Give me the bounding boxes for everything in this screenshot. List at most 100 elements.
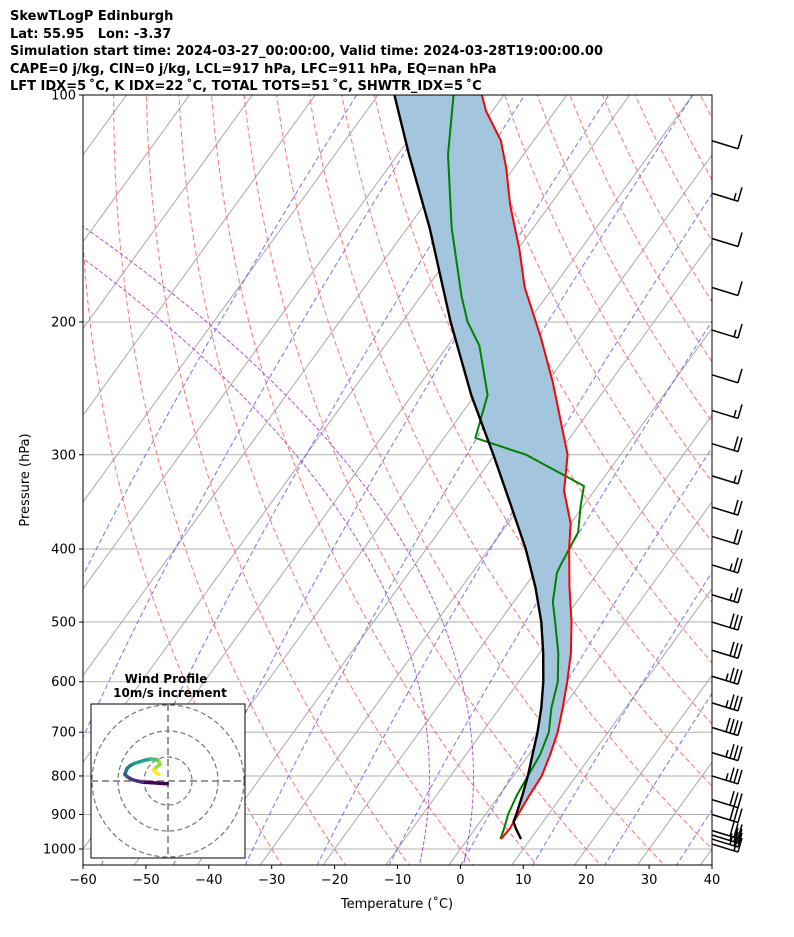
wind-barb-halfflag [733, 475, 737, 483]
wind-barb-flag [737, 187, 743, 202]
wind-barb-flag [737, 469, 743, 485]
wind-barb-flag [737, 832, 743, 848]
x-tick-label: −50 [132, 873, 159, 888]
chart-title: SkewTLogP Edinburgh [10, 9, 174, 24]
wind-barb [711, 404, 743, 420]
y-tick-label: 500 [51, 616, 76, 631]
dry-adiabat-line [145, 95, 410, 865]
wind-barb-flag [733, 587, 739, 602]
y-axis-title: Pressure (hPa) [18, 433, 33, 526]
isotherm-line [511, 587, 712, 865]
y-tick-label: 600 [51, 675, 76, 690]
wind-barb-flag [733, 499, 739, 515]
mixing-ratio-line [83, 95, 442, 739]
dry-adiabat-line [276, 95, 665, 865]
wind-barb-flag [737, 824, 743, 839]
wind-barb [711, 805, 743, 824]
x-tick-label: 40 [704, 873, 721, 888]
dry-adiabat-line [504, 95, 712, 483]
pressure-grid [83, 95, 712, 850]
wind-barb-flag [729, 694, 735, 709]
dry-adiabats [83, 60, 794, 880]
dry-adiabat-line [438, 95, 712, 603]
x-tick-label: −20 [321, 873, 348, 888]
wind-barb [711, 767, 743, 785]
wind-barb-flag [729, 718, 735, 734]
wind-barb-flag [737, 530, 743, 545]
wind-barb [711, 529, 743, 546]
wind-barb-flag [733, 695, 739, 710]
wind-barb-halfflag [729, 563, 733, 571]
y-tick-label: 300 [51, 448, 76, 463]
wind-barbs [711, 134, 743, 853]
isotherm-line [573, 674, 712, 865]
wind-barb [711, 641, 743, 659]
isotherm-line [83, 95, 442, 590]
wind-barb-flag [737, 837, 743, 853]
dry-adiabat-line [341, 95, 712, 787]
cape-cin-fill [394, 95, 572, 840]
wind-barb [711, 613, 743, 631]
isotherm-line [752, 60, 794, 880]
wind-barb-halfflag [725, 673, 729, 681]
wind-barb-flag [737, 323, 743, 339]
dewpoint-profile-line [447, 95, 585, 840]
y-tick-label: 1000 [43, 843, 76, 858]
y-tick-label: 900 [51, 808, 76, 823]
temperature-profile-line [480, 95, 573, 840]
wind-barb-halfflag [733, 192, 737, 201]
wind-barb-flag [737, 746, 743, 761]
cape-shading [394, 95, 572, 840]
hodograph-segment [154, 771, 161, 777]
index-label: LFT IDX=5 ˚C, K IDX=22 ˚C, TOTAL TOTS=51… [10, 79, 482, 94]
inset-subtitle: 10m/s increment [113, 686, 227, 700]
wind-barb-flag [737, 670, 743, 685]
cape-label: CAPE=0 j/kg, CIN=0 j/kg, LCL=917 hPa, LF… [10, 61, 497, 77]
wind-barb-flag [737, 588, 743, 603]
wind-barb-flag [729, 667, 735, 683]
x-tick-label: −40 [195, 873, 222, 888]
wind-barb-flag [729, 805, 735, 821]
wind-barb-flag [737, 368, 743, 383]
dry-adiabat-line [373, 95, 712, 725]
hodograph-ring [91, 704, 245, 858]
y-tick-label: 700 [51, 726, 76, 741]
wind-barb-halfflag [725, 749, 729, 758]
isotherm-line [83, 95, 316, 417]
dry-adiabat-line [778, 60, 794, 880]
moist-adiabat-line [83, 225, 474, 865]
dry-adiabat-line [308, 95, 712, 850]
isotherm-line [322, 327, 712, 865]
wind-barb [711, 821, 743, 840]
wind-barb-flag [737, 404, 743, 419]
y-tick-label: 400 [51, 542, 76, 557]
wind-barb-flag [737, 281, 743, 296]
mixing-ratio-line [316, 192, 712, 865]
wind-barb [711, 499, 743, 516]
wind-barb [711, 469, 743, 485]
wind-barb-flag [733, 642, 739, 658]
wind-barb-flag [733, 436, 739, 451]
y-tick-label: 200 [51, 315, 76, 330]
wind-barb-flag [737, 828, 743, 844]
isotherm-line [196, 154, 712, 865]
wind-barb-flag [733, 529, 739, 544]
wind-barb [711, 323, 743, 339]
wind-barb [711, 694, 743, 712]
mixing-ratio-line [83, 95, 358, 577]
wind-barb [711, 134, 743, 150]
dry-adiabat-line [243, 95, 602, 865]
x-tick-label: −30 [258, 873, 285, 888]
location-label: Lat: 55.95 Lon: -3.37 [10, 26, 172, 42]
inset-title: Wind Profile [125, 672, 208, 686]
dry-adiabat-line [471, 95, 712, 543]
wind-barb-flag [737, 808, 743, 823]
wind-barb-flag [733, 827, 739, 842]
wind-barb [711, 667, 743, 685]
wind-barb-halfflag [733, 410, 737, 418]
wind-barb [711, 717, 743, 737]
x-tick-label: 30 [641, 873, 658, 888]
x-tick-label: −60 [69, 873, 96, 888]
